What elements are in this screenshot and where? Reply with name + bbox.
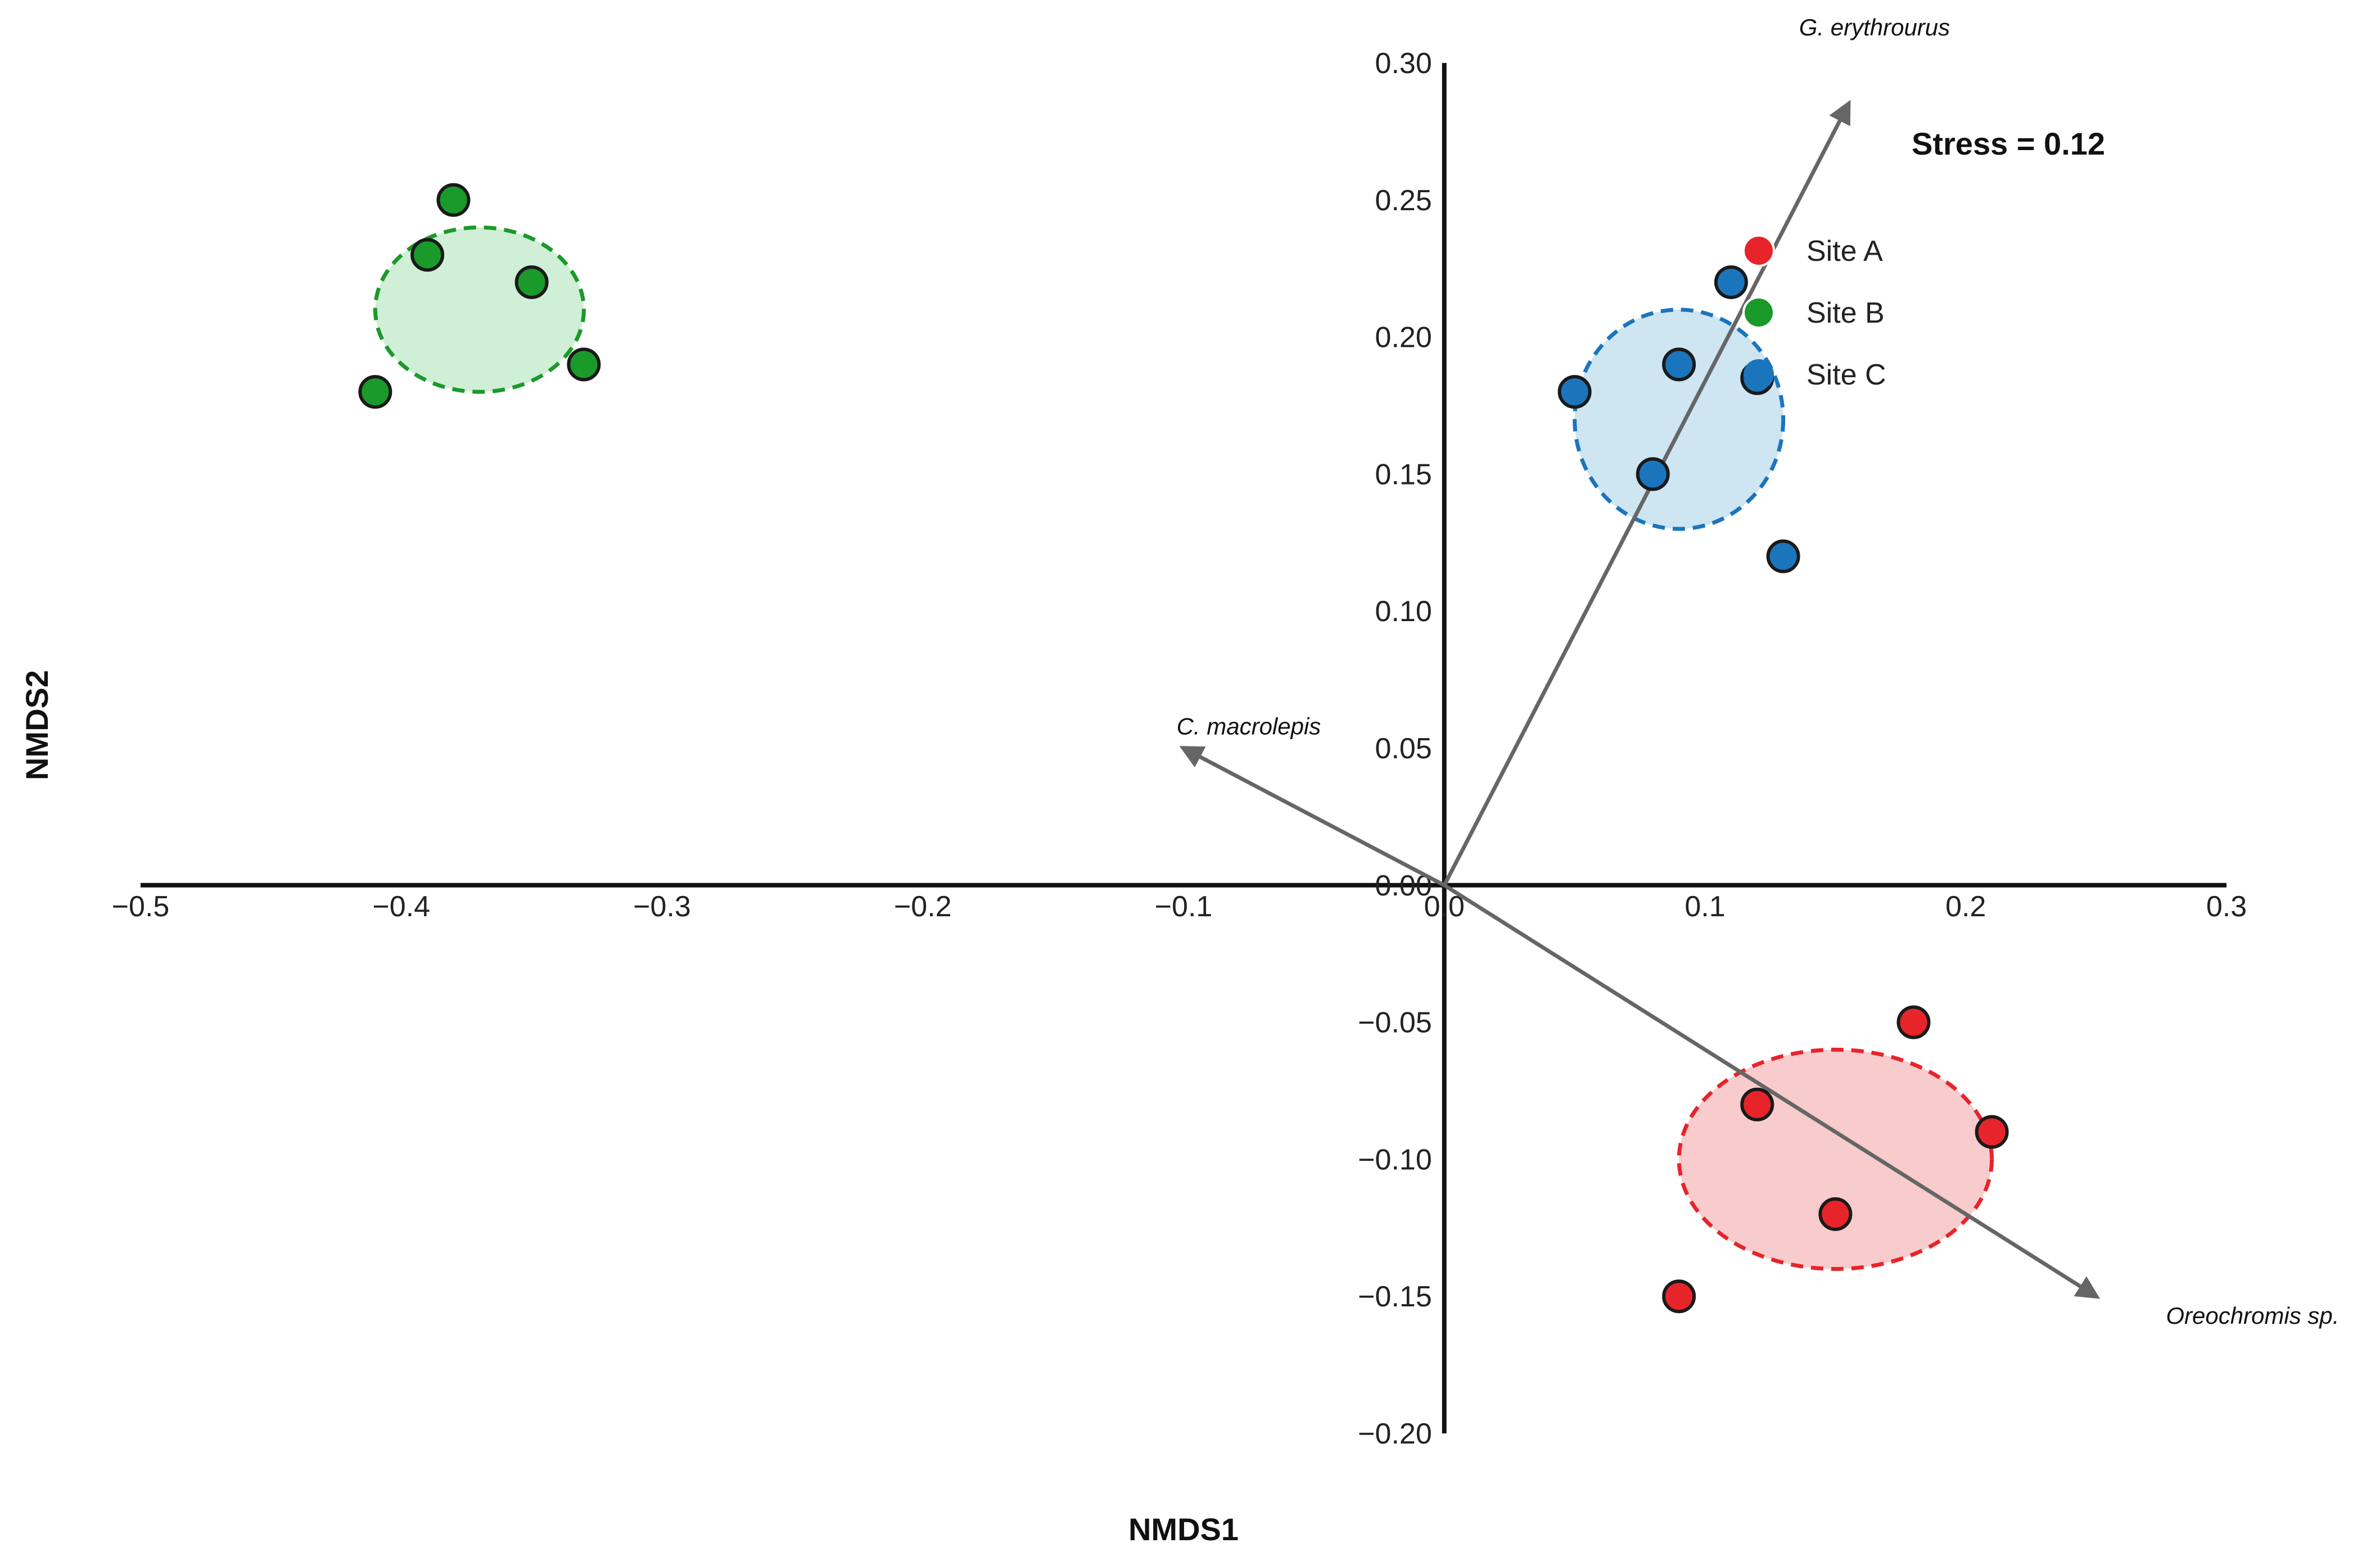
y-tick-label: 0.15 bbox=[1375, 458, 1432, 491]
point-site-b bbox=[514, 265, 549, 300]
vector-label-oreochromis-sp: Oreochromis sp. bbox=[2166, 1302, 2339, 1329]
x-tick-label: −0.5 bbox=[112, 890, 170, 923]
ellipse-site-c bbox=[1573, 307, 1786, 531]
legend-label-site-a: Site A bbox=[1807, 235, 1883, 268]
y-axis-title: NMDS2 bbox=[19, 670, 55, 780]
point-site-b bbox=[567, 347, 601, 382]
points-layer bbox=[358, 183, 2009, 1314]
ellipse-site-b bbox=[373, 225, 586, 394]
y-tick-label: 0.25 bbox=[1375, 184, 1432, 217]
x-axis-ticks: −0.5 −0.4 −0.3 −0.2 −0.1 0.0 0.1 0.2 0.3 bbox=[112, 890, 2247, 923]
point-site-c bbox=[1766, 539, 1800, 573]
point-site-a bbox=[1662, 1279, 1696, 1314]
y-tick-label: 0.10 bbox=[1375, 595, 1432, 628]
y-tick-label: −0.10 bbox=[1358, 1143, 1432, 1176]
y-tick-label: −0.20 bbox=[1358, 1418, 1432, 1450]
vector-arrow-g-erythrourus bbox=[1442, 99, 1851, 886]
vectors-layer: G. erythrourus C. macrolepis Oreochromis s… bbox=[1177, 14, 2340, 1329]
point-site-a bbox=[1818, 1197, 1853, 1231]
point-site-b bbox=[436, 183, 471, 217]
point-site-c bbox=[1662, 347, 1696, 382]
legend-marker-site-b bbox=[1742, 296, 1775, 329]
vector-arrow-c-macrolepis bbox=[1179, 746, 1446, 887]
point-site-a bbox=[1896, 1005, 1931, 1039]
x-tick-label: −0.2 bbox=[894, 890, 952, 923]
x-axis-title: NMDS1 bbox=[1128, 1512, 1239, 1547]
vector-label-c-macrolepis: C. macrolepis bbox=[1177, 713, 1321, 740]
vector-arrow-oreochromis-sp bbox=[1443, 883, 2101, 1299]
y-axis-ticks: 0.300.250.200.150.100.050.00−0.05−0.10−0… bbox=[1358, 47, 1432, 1450]
x-tick-label: 0.2 bbox=[1945, 890, 1986, 923]
vector-label-g-erythrourus: G. erythrourus bbox=[1799, 14, 1950, 40]
y-tick-label: −0.05 bbox=[1358, 1007, 1432, 1039]
point-site-c bbox=[1636, 457, 1670, 491]
stress-label: Stress = 0.12 bbox=[1912, 126, 2105, 161]
legend: Site A Site B Site C bbox=[1742, 234, 1886, 391]
x-tick-label: −0.4 bbox=[372, 890, 430, 923]
y-tick-label: 0.30 bbox=[1375, 47, 1432, 80]
x-tick-label: 0.1 bbox=[1684, 890, 1725, 923]
point-site-b bbox=[358, 375, 392, 409]
legend-label-site-c: Site C bbox=[1807, 359, 1886, 391]
legend-marker-site-c bbox=[1744, 359, 1774, 390]
point-site-a bbox=[1975, 1115, 2009, 1149]
point-site-c bbox=[1714, 265, 1748, 300]
x-tick-label: −0.1 bbox=[1155, 890, 1213, 923]
x-tick-label: −0.3 bbox=[633, 890, 691, 923]
point-site-b bbox=[410, 238, 445, 272]
point-site-c bbox=[1557, 375, 1592, 409]
legend-marker-site-a bbox=[1742, 234, 1775, 267]
x-tick-label: 0.3 bbox=[2206, 890, 2247, 923]
legend-label-site-b: Site B bbox=[1807, 297, 1885, 329]
y-tick-label: −0.15 bbox=[1358, 1281, 1432, 1313]
point-site-a bbox=[1740, 1087, 1774, 1121]
ellipse-site-a bbox=[1677, 1047, 1994, 1271]
y-tick-label: 0.20 bbox=[1375, 322, 1432, 354]
y-tick-label: 0.05 bbox=[1375, 732, 1432, 765]
